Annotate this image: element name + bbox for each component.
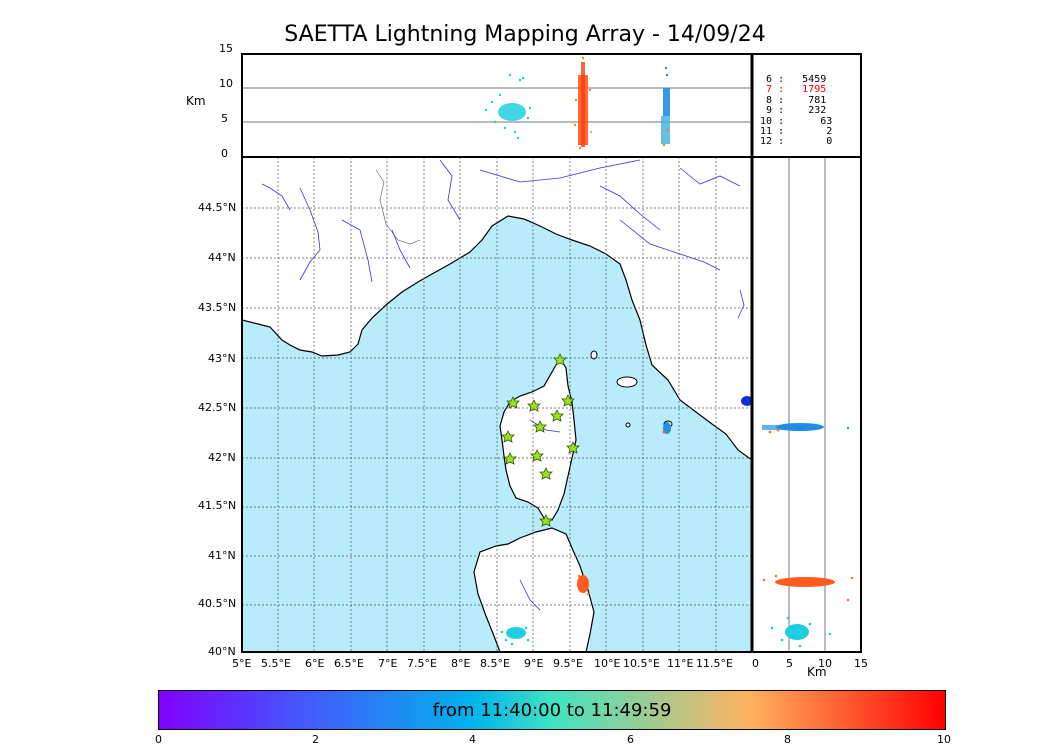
side-cluster-blue bbox=[762, 423, 850, 434]
lat-tick-44-5: 44.5°N bbox=[198, 201, 237, 214]
lat-tick-42: 42°N bbox=[208, 451, 236, 464]
lat-tick-43: 43°N bbox=[208, 352, 236, 365]
lon-tick-9-5: 9.5°E bbox=[553, 657, 583, 670]
colorbar-tick-4: 4 bbox=[469, 733, 476, 746]
colorbar-label: from 11:40:00 to 11:49:59 bbox=[432, 700, 672, 721]
star-icon bbox=[527, 399, 541, 412]
lon-tick-7: 7°E bbox=[378, 657, 398, 670]
colorbar-tick-8: 8 bbox=[784, 733, 791, 746]
colorbar-tick-2: 2 bbox=[312, 733, 319, 746]
lat-tick-40-5: 40.5°N bbox=[198, 597, 237, 610]
alt-tick-5: 5 bbox=[221, 112, 228, 125]
star-icon bbox=[566, 441, 580, 454]
page-title: SAETTA Lightning Mapping Array - 14/09/2… bbox=[284, 22, 766, 47]
alt-axis-unit: Km bbox=[186, 94, 206, 108]
map-cluster-blue bbox=[662, 396, 753, 434]
colorbar-tick-0: 0 bbox=[155, 733, 162, 746]
lon-tick-11-5: 11.5°E bbox=[696, 657, 733, 670]
lon-tick-10-5: 10.5°E bbox=[623, 657, 660, 670]
side-tick-15: 15 bbox=[854, 657, 868, 670]
star-icon bbox=[561, 394, 575, 407]
count-row-11: 11 : 2 bbox=[760, 126, 833, 137]
side-tick-10: 10 bbox=[818, 657, 832, 670]
star-icon bbox=[506, 396, 520, 409]
colorbar-tick-6: 6 bbox=[627, 733, 634, 746]
lat-tick-44: 44°N bbox=[208, 251, 236, 264]
corsica-island bbox=[499, 356, 577, 521]
station-counts-box bbox=[751, 53, 862, 158]
map-cluster-cyan bbox=[500, 626, 530, 646]
count-row-6: 6 : 5459 bbox=[766, 74, 827, 85]
star-icon bbox=[550, 409, 564, 422]
count-row-8: 8 : 781 bbox=[766, 95, 827, 106]
star-icon bbox=[530, 449, 544, 462]
altitude-latitude-panel bbox=[750, 54, 862, 653]
lon-tick-5-5: 5.5°E bbox=[261, 657, 291, 670]
lon-tick-8: 8°E bbox=[451, 657, 471, 670]
side-cluster-orange bbox=[762, 574, 854, 602]
side-tick-5: 5 bbox=[786, 657, 793, 670]
lat-tick-40: 40°N bbox=[208, 645, 236, 658]
lat-tick-41: 41°N bbox=[208, 549, 236, 562]
star-icon bbox=[501, 430, 515, 443]
star-icon bbox=[539, 467, 553, 480]
map-grid bbox=[242, 157, 752, 652]
lon-tick-7-5: 7.5°E bbox=[407, 657, 437, 670]
alt-tick-10: 10 bbox=[219, 77, 233, 90]
elba-island bbox=[616, 376, 638, 388]
star-icon bbox=[553, 353, 567, 366]
count-row-10: 10 : 63 bbox=[760, 116, 833, 127]
time-colorbar: from 11:40:00 to 11:49:59 bbox=[158, 690, 946, 730]
altitude-cluster-blue bbox=[661, 66, 670, 147]
count-row-12: 12 : 0 bbox=[760, 136, 833, 147]
colorbar-tick-10: 10 bbox=[937, 733, 951, 746]
star-icon bbox=[533, 420, 547, 433]
side-axis-unit: Km bbox=[807, 665, 827, 679]
side-cluster-cyan bbox=[770, 616, 832, 648]
map-panel bbox=[241, 156, 753, 653]
lat-tick-43-5: 43.5°N bbox=[198, 301, 237, 314]
side-tick-0: 0 bbox=[752, 657, 759, 670]
alt-tick-0: 0 bbox=[221, 147, 228, 160]
altitude-cluster-orange bbox=[573, 56, 593, 150]
map-cluster-orange bbox=[577, 574, 590, 596]
star-icon bbox=[539, 514, 553, 527]
lon-tick-9: 9°E bbox=[524, 657, 544, 670]
lon-tick-8-5: 8.5°E bbox=[480, 657, 510, 670]
lon-tick-5: 5°E bbox=[232, 657, 252, 670]
alt-tick-15: 15 bbox=[219, 42, 233, 55]
count-row-7: 7 : 1795 bbox=[766, 84, 827, 95]
stations bbox=[501, 353, 580, 527]
lon-tick-10: 10°E bbox=[594, 657, 621, 670]
altitude-cluster-cyan bbox=[484, 73, 532, 140]
lon-tick-11: 11°E bbox=[667, 657, 694, 670]
lon-tick-6-5: 6.5°E bbox=[334, 657, 364, 670]
altitude-longitude-panel bbox=[241, 53, 753, 158]
lon-tick-6: 6°E bbox=[305, 657, 325, 670]
count-row-9: 9 : 232 bbox=[766, 105, 827, 116]
star-icon bbox=[503, 452, 517, 465]
lat-tick-42-5: 42.5°N bbox=[198, 401, 237, 414]
lat-tick-41-5: 41.5°N bbox=[198, 499, 237, 512]
